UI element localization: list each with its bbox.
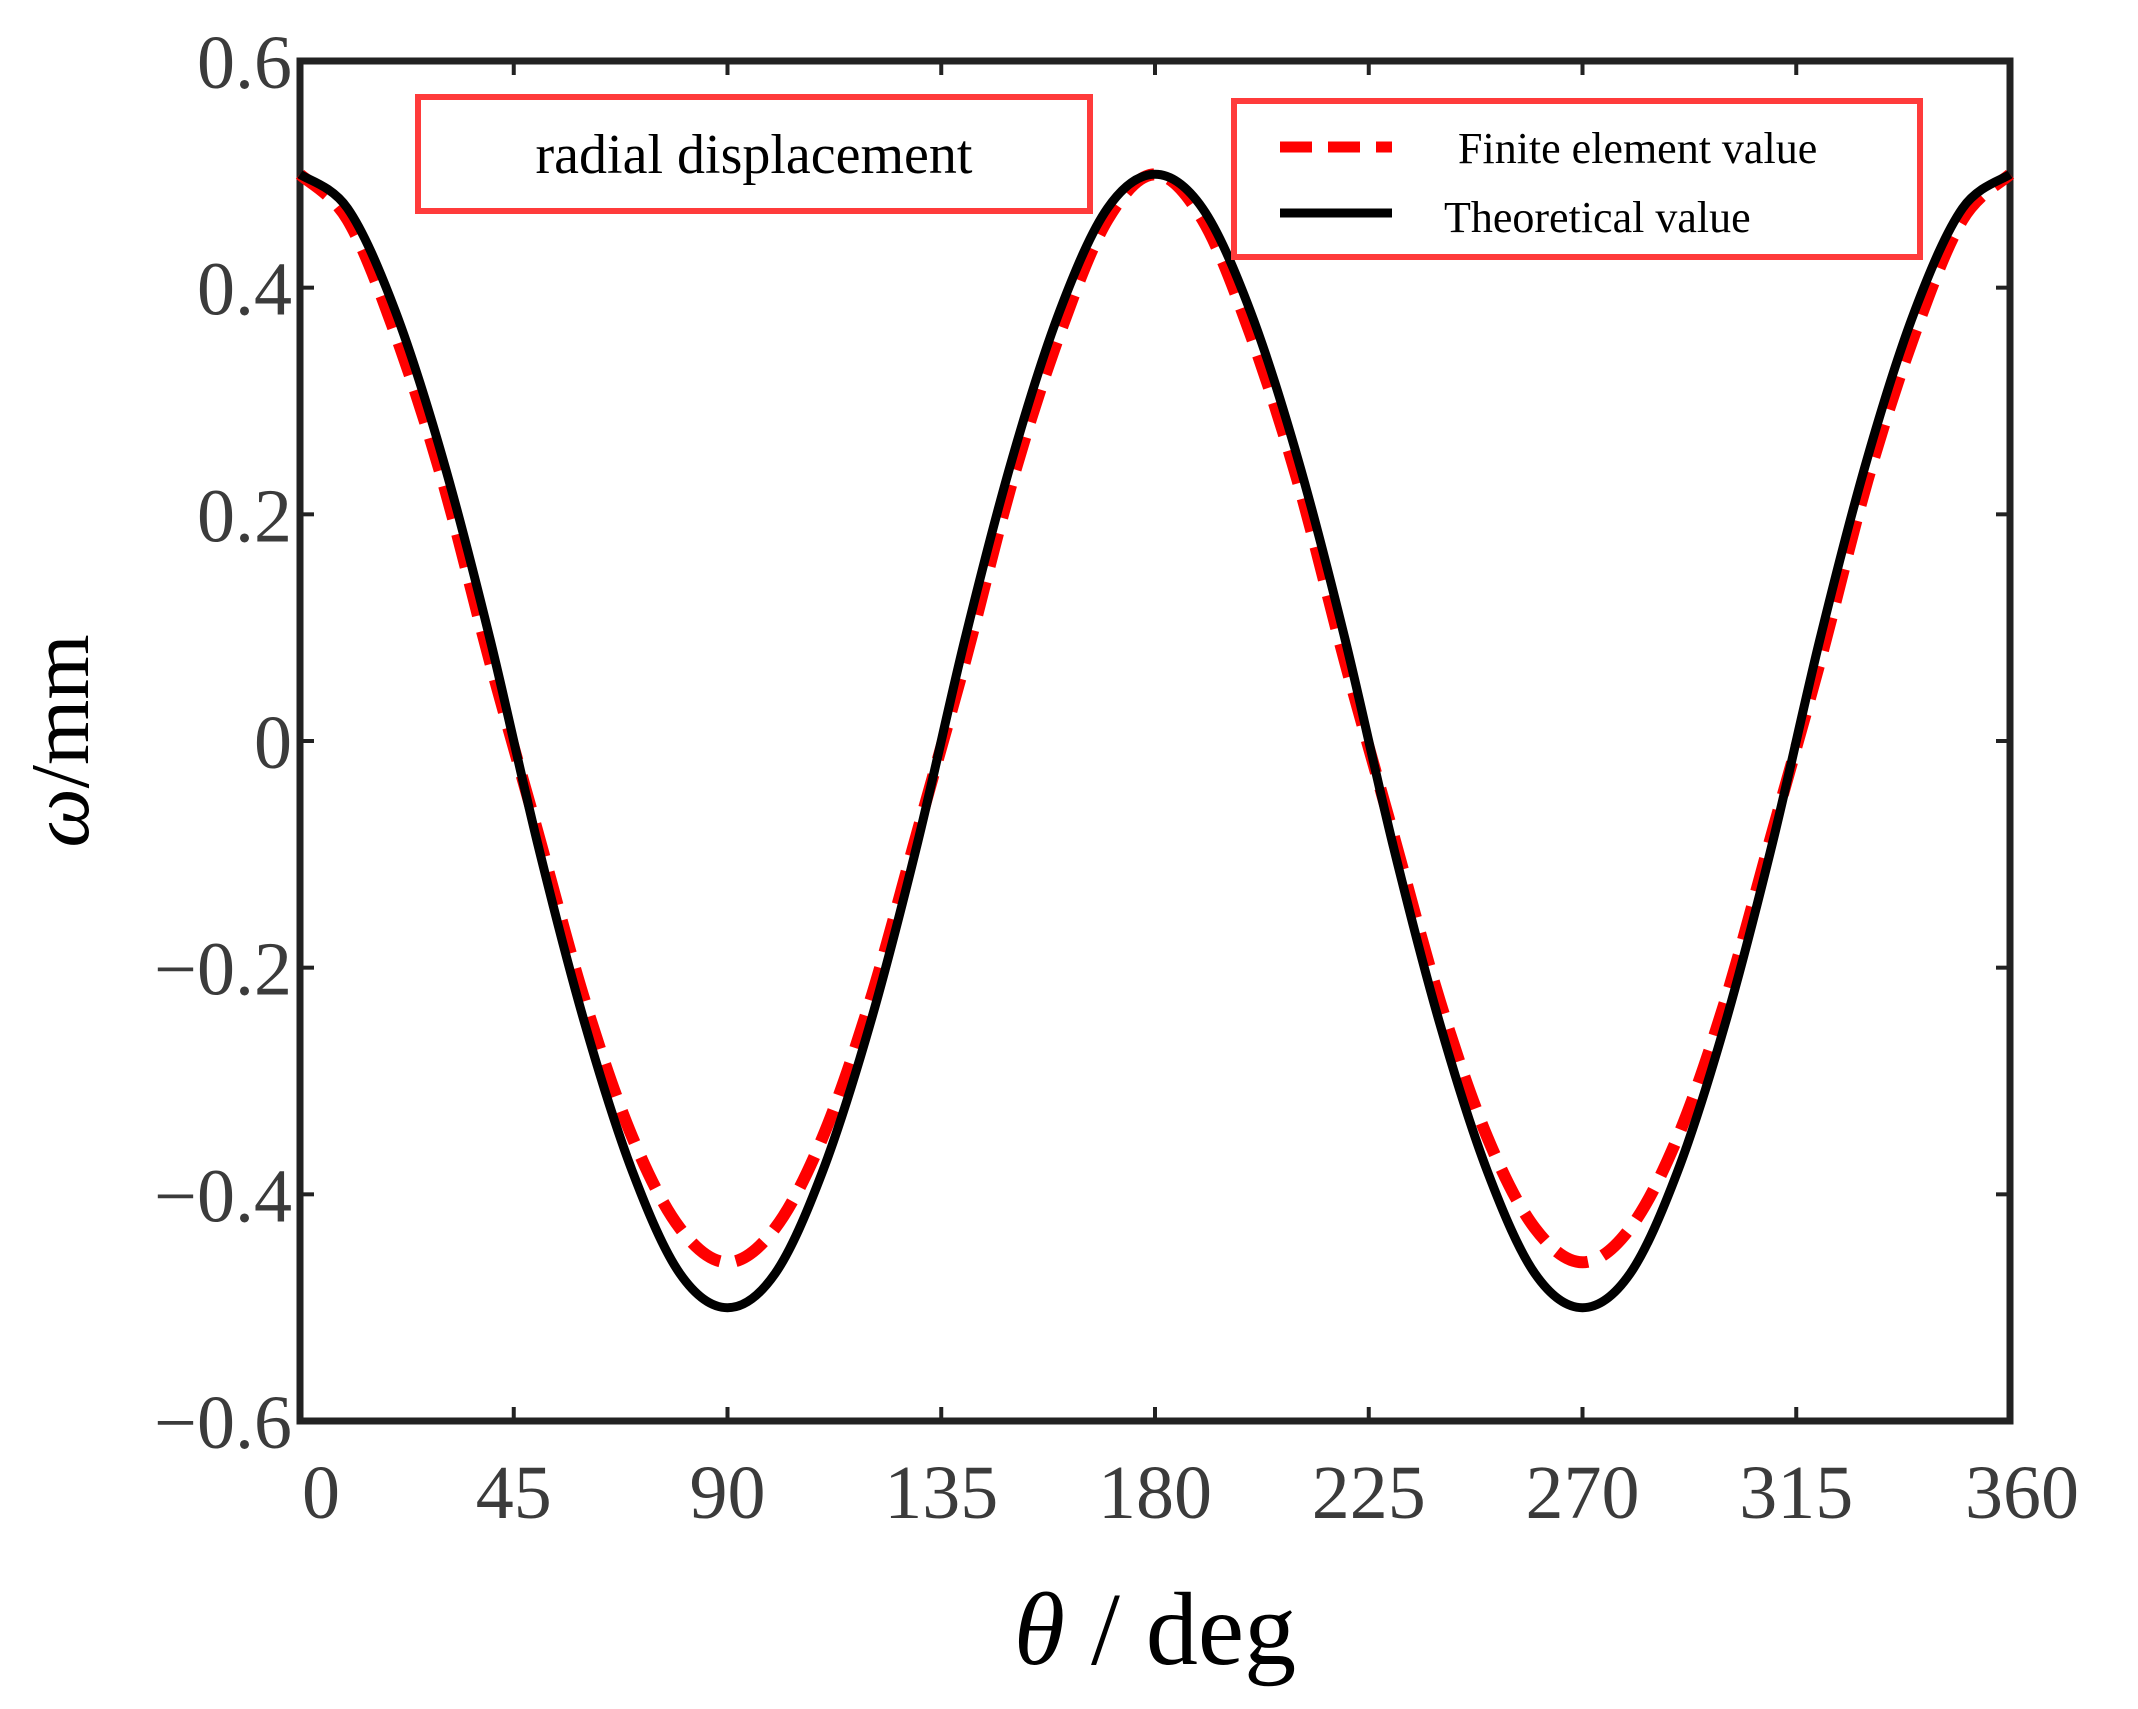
x-tick-label: 180 — [1098, 1451, 1212, 1535]
series-line-theoretical — [297, 169, 2013, 1313]
legend-box — [1231, 98, 1923, 260]
legend: Finite element value Theoretical value — [1231, 98, 1923, 260]
y-tick-label: −0.2 — [154, 928, 292, 1012]
y-axis-title-symbol: ω — [14, 788, 107, 847]
series-line-finite-element — [295, 168, 2015, 1269]
x-axis-title: θ / deg — [1014, 1572, 1296, 1687]
x-tick-label: 135 — [884, 1451, 998, 1535]
x-tick-label: 45 — [476, 1451, 552, 1535]
y-axis-tick-labels: 0.6 0.4 0.2 0 −0.2 −0.4 −0.6 — [154, 21, 292, 1465]
annotation-text: radial displacement — [536, 124, 973, 186]
y-axis-ticks — [300, 59, 2010, 1423]
y-tick-label: 0.2 — [197, 474, 292, 558]
x-tick-label: 225 — [1312, 1451, 1426, 1535]
y-axis-title: ω/mm — [14, 634, 107, 847]
x-tick-label: 90 — [690, 1451, 766, 1535]
y-axis-title-unit: /mm — [14, 634, 107, 788]
y-tick-label: −0.4 — [154, 1154, 292, 1238]
x-axis-tick-labels: 0 45 90 135 180 225 270 315 360 — [302, 1451, 2079, 1535]
y-tick-label: 0 — [254, 701, 292, 785]
annotation: radial displacement — [415, 94, 1093, 214]
series-lines — [295, 168, 2015, 1313]
legend-label-finite-element: Finite element value — [1458, 124, 1817, 173]
annotation-box — [415, 94, 1093, 214]
y-tick-label: 0.4 — [197, 248, 292, 332]
plot-frame — [296, 57, 2014, 1425]
x-axis-ticks — [298, 61, 2012, 1421]
x-tick-label: 315 — [1739, 1451, 1853, 1535]
x-axis-title-symbol: θ — [1014, 1572, 1065, 1687]
x-axis-title-unit: / deg — [1065, 1572, 1296, 1687]
x-tick-label: 360 — [1965, 1451, 2079, 1535]
legend-label-theoretical: Theoretical value — [1444, 193, 1751, 242]
x-tick-label: 0 — [302, 1451, 340, 1535]
x-tick-label: 270 — [1526, 1451, 1640, 1535]
y-tick-label: −0.6 — [154, 1381, 292, 1465]
y-tick-label: 0.6 — [197, 21, 292, 105]
